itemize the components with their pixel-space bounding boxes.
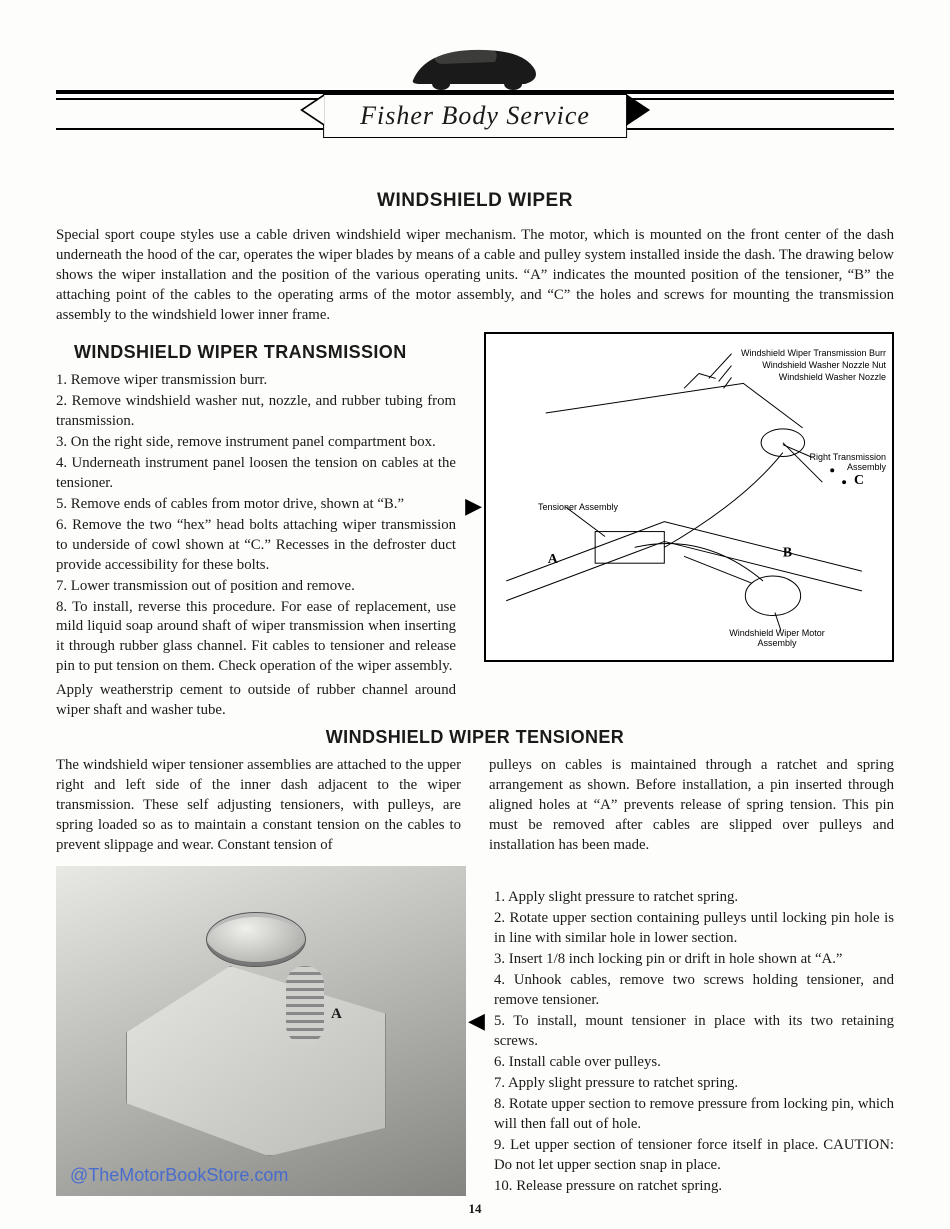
list-item: 6. Remove the two “hex” head bolts attac…	[56, 516, 456, 576]
page-header: Fisher Body Service	[56, 40, 894, 160]
list-item: 2. Rotate upper section containing pulle…	[494, 909, 894, 949]
intro-paragraph: Special sport coupe styles use a cable d…	[56, 226, 894, 326]
svg-text:B: B	[783, 544, 792, 559]
diagram-svg: A B C	[486, 334, 892, 660]
list-item: 7. Apply slight pressure to ratchet spri…	[494, 1074, 894, 1094]
main-title: WINDSHIELD WIPER	[56, 190, 894, 212]
tensioner-intro-row: The windshield wiper tensioner assemblie…	[56, 756, 894, 856]
svg-text:C: C	[854, 472, 864, 487]
tensioner-photo-col: A @TheMotorBookStore.com	[56, 860, 466, 1198]
list-item: 8. To install, reverse this procedure. F…	[56, 598, 456, 678]
diagram-label: Right Transmission Assembly	[796, 452, 886, 472]
brand-text: Fisher Body Service	[360, 101, 590, 130]
list-item: 1. Apply slight pressure to ratchet spri…	[494, 888, 894, 908]
list-item: 10. Release pressure on ratchet spring.	[494, 1177, 894, 1197]
tensioner-para-left: The windshield wiper tensioner assemblie…	[56, 756, 461, 856]
list-item: 5. To install, mount tensioner in place …	[494, 1012, 894, 1052]
watermark-text: @TheMotorBookStore.com	[70, 1165, 288, 1186]
tensioner-steps: 1. Apply slight pressure to ratchet spri…	[494, 888, 894, 1197]
car-icon	[405, 40, 545, 92]
list-item: 1. Remove wiper transmission burr.	[56, 371, 456, 391]
callout-arrow-icon: ▶	[465, 493, 482, 519]
transmission-diagram-col: A B C Windshield Wiper Transmission Burr…	[484, 332, 894, 721]
transmission-text-col: WINDSHIELD WIPER TRANSMISSION 1. Remove …	[56, 332, 456, 721]
tensioner-body-row: A @TheMotorBookStore.com 1. Apply slight…	[56, 860, 894, 1198]
tensioner-steps-col: 1. Apply slight pressure to ratchet spri…	[494, 860, 894, 1198]
photo-callout-A: A	[331, 1006, 342, 1023]
list-item: 3. Insert 1/8 inch locking pin or drift …	[494, 950, 894, 970]
svg-text:A: A	[548, 551, 558, 566]
header-center: Fisher Body Service	[323, 40, 627, 138]
list-item: 6. Install cable over pulleys.	[494, 1053, 894, 1073]
tensioner-para-right: pulleys on cables is maintained through …	[489, 756, 894, 856]
tensioner-para-left-col: The windshield wiper tensioner assemblie…	[56, 756, 461, 856]
callout-arrow-icon: ◀	[468, 1008, 485, 1034]
tensioner-photo: A @TheMotorBookStore.com	[56, 866, 466, 1196]
tensioner-para-right-col: pulleys on cables is maintained through …	[489, 756, 894, 856]
list-item: 4. Underneath instrument panel loosen th…	[56, 454, 456, 494]
list-item: 3. On the right side, remove instrument …	[56, 433, 456, 453]
transmission-section: WINDSHIELD WIPER TRANSMISSION 1. Remove …	[56, 332, 894, 721]
transmission-heading: WINDSHIELD WIPER TRANSMISSION	[74, 342, 456, 363]
brand-ribbon: Fisher Body Service	[323, 94, 627, 138]
list-item: 8. Rotate upper section to remove pressu…	[494, 1095, 894, 1135]
list-item: 5. Remove ends of cables from motor driv…	[56, 495, 456, 515]
list-item: 7. Lower transmission out of position an…	[56, 577, 456, 597]
list-item: 2. Remove windshield washer nut, nozzle,…	[56, 392, 456, 432]
list-item: 4. Unhook cables, remove two screws hold…	[494, 971, 894, 1011]
diagram-label: Tensioner Assembly	[538, 502, 618, 512]
photo-pulley-shape	[206, 912, 306, 967]
page-number: 14	[469, 1201, 482, 1217]
transmission-tail-note: Apply weatherstrip cement to outside of …	[56, 681, 456, 721]
diagram-label: Windshield Washer Nozzle	[779, 372, 886, 382]
list-item: 9. Let upper section of tensioner force …	[494, 1136, 894, 1176]
tensioner-heading: WINDSHIELD WIPER TENSIONER	[56, 727, 894, 748]
diagram-label: Windshield Wiper Motor Assembly	[722, 628, 832, 648]
diagram-label: Windshield Washer Nozzle Nut	[762, 360, 886, 370]
photo-spring-shape	[286, 966, 324, 1044]
diagram-label: Windshield Wiper Transmission Burr	[741, 348, 886, 358]
transmission-steps: 1. Remove wiper transmission burr. 2. Re…	[56, 371, 456, 678]
photo-bracket-shape	[126, 966, 386, 1156]
wiper-install-diagram: A B C Windshield Wiper Transmission Burr…	[484, 332, 894, 662]
